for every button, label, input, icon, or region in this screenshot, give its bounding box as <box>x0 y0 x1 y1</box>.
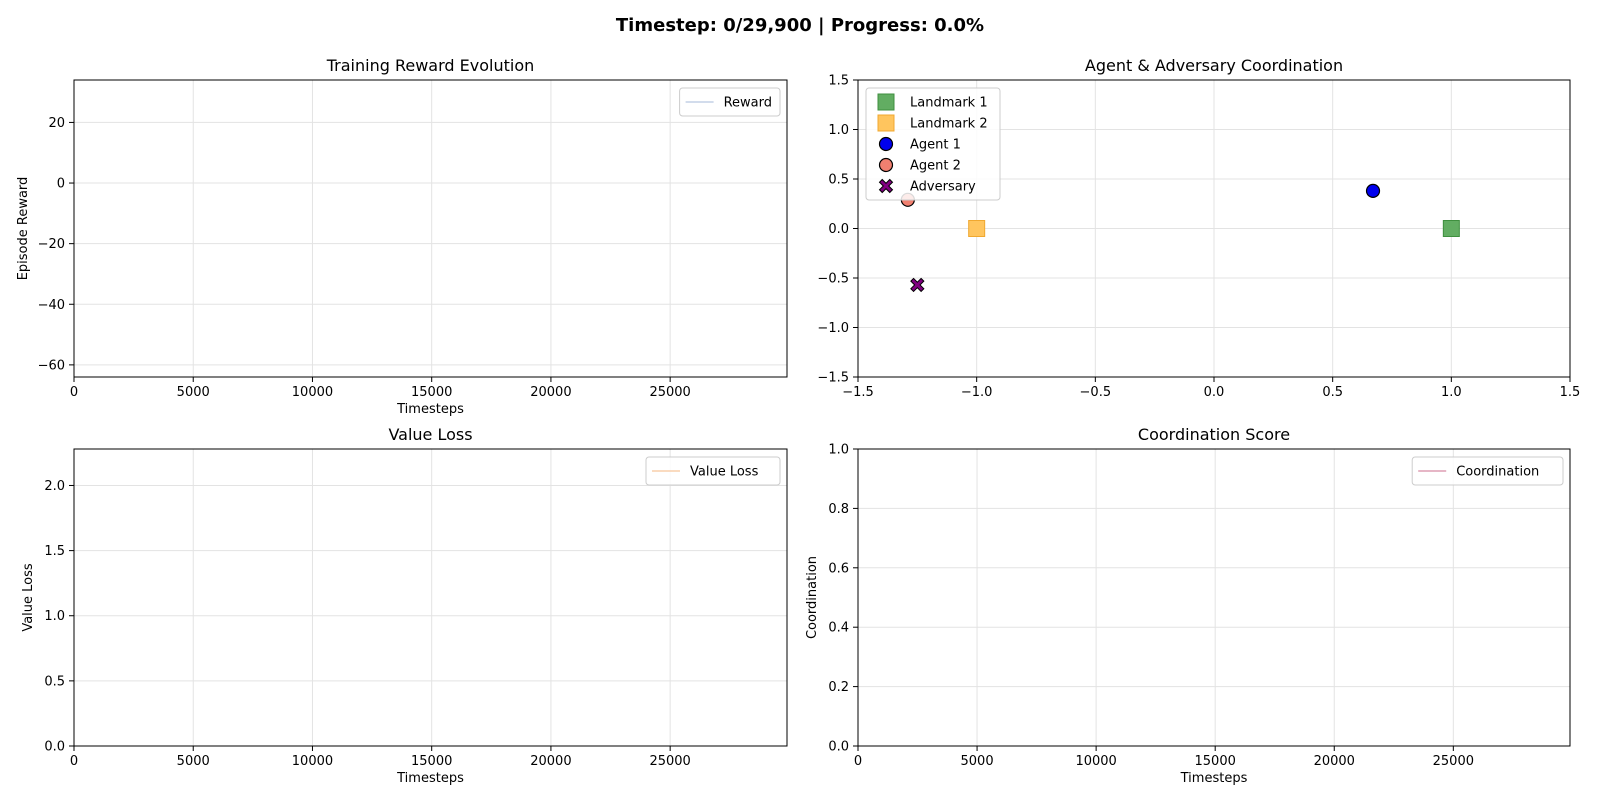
scatter-point-landmark <box>968 220 986 237</box>
y-tick-label: 1.5 <box>828 74 849 89</box>
x-tick-label: 15000 <box>411 385 452 400</box>
figure-suptitle: Timestep: 0/29,900 | Progress: 0.0% <box>616 15 984 36</box>
x-tick-label: −0.5 <box>1080 385 1112 400</box>
chart-panel-2: −1.5 −1.0 −0.5 0.0 0.5 1.0 1.5 1.5 1.0 0.5 0.0 −0.5… <box>817 56 1580 400</box>
legend-circle-swatch <box>878 136 894 152</box>
y-tick-label: −60 <box>38 358 65 373</box>
legend-frame <box>865 87 1001 201</box>
x-tick-label: 5000 <box>177 385 210 400</box>
x-tick-label: 1.5 <box>1560 385 1581 400</box>
legend-label: Landmark 1 <box>910 96 988 111</box>
legend-frame <box>679 87 781 117</box>
y-tick-label: 0.0 <box>44 740 65 755</box>
x-tick-label: 10000 <box>292 754 333 769</box>
y-tick-label: −20 <box>38 237 65 252</box>
scatter-point-landmark <box>1442 220 1460 237</box>
axes-frame <box>73 448 788 747</box>
legend-label: Value Loss <box>690 465 759 480</box>
x-tick-label: 0 <box>854 754 862 769</box>
x-axis-label: Timesteps <box>396 402 464 417</box>
x-tick-label: 0 <box>70 385 78 400</box>
legend-frame <box>1411 456 1564 486</box>
x-tick-label: 1.0 <box>1441 385 1462 400</box>
legend-square-swatch <box>877 114 895 132</box>
y-tick-label: 1.0 <box>828 443 849 458</box>
y-tick-label: −40 <box>38 298 65 313</box>
legend-square-swatch <box>877 93 895 111</box>
x-axis-label: Timesteps <box>396 771 464 786</box>
x-tick-label: 20000 <box>1314 754 1355 769</box>
legend: Reward <box>679 87 781 117</box>
axes-frame <box>857 79 1571 378</box>
y-tick-label: 0.0 <box>828 222 849 237</box>
x-tick-label: 15000 <box>411 754 452 769</box>
chart-panel-3: 0 5000 10000 15000 20000 25000 2.0 1.5 1.0 0.5 0.0… <box>21 425 788 786</box>
legend-label: Coordination <box>1456 465 1539 480</box>
x-tick-label: 5000 <box>961 754 994 769</box>
y-tick-label: 0.2 <box>828 680 849 695</box>
chart-panel-4: 0 5000 10000 15000 20000 25000 1.0 0.8 0.6 0.4 0.2… <box>805 425 1571 786</box>
y-tick-label: 0.8 <box>828 502 849 517</box>
y-tick-label: 2.0 <box>44 479 65 494</box>
x-tick-label: 25000 <box>1433 754 1474 769</box>
legend-label: Agent 2 <box>910 159 961 174</box>
y-tick-label: 20 <box>48 116 65 131</box>
x-tick-label: −1.5 <box>842 385 874 400</box>
x-tick-label: 10000 <box>292 385 333 400</box>
y-tick-label: 0 <box>57 177 65 192</box>
legend-label: Reward <box>724 96 772 111</box>
axes-frame <box>857 448 1571 747</box>
legend: Coordination <box>1411 456 1564 486</box>
legend: Landmark 1 Landmark 2 Agent 1 Agent 2 Advers… <box>865 87 1001 201</box>
y-tick-label: 1.5 <box>44 544 65 559</box>
y-tick-label: 1.0 <box>44 609 65 624</box>
y-tick-label: 0.6 <box>828 561 849 576</box>
x-tick-label: 10000 <box>1075 754 1116 769</box>
chart-title: Value Loss <box>388 425 472 444</box>
legend-x-swatch <box>878 178 894 194</box>
x-tick-label: −1.0 <box>961 385 993 400</box>
y-tick-label: −0.5 <box>817 272 849 287</box>
y-tick-label: −1.5 <box>817 371 849 386</box>
y-axis-label: Coordination <box>805 556 820 639</box>
legend-circle-swatch <box>878 157 894 173</box>
chart-title: Coordination Score <box>1138 425 1290 444</box>
axes-frame <box>73 79 788 378</box>
x-tick-label: 5000 <box>177 754 210 769</box>
y-tick-label: 1.0 <box>828 123 849 138</box>
x-axis-label: Timesteps <box>1180 771 1248 786</box>
x-tick-label: 20000 <box>530 385 571 400</box>
scatter-point-agent <box>1365 183 1381 198</box>
chart-title: Agent & Adversary Coordination <box>1085 56 1343 75</box>
x-tick-label: 0.5 <box>1322 385 1343 400</box>
legend-label: Landmark 2 <box>910 117 988 132</box>
x-tick-label: 20000 <box>530 754 571 769</box>
x-tick-label: 0 <box>70 754 78 769</box>
y-tick-label: 0.5 <box>44 674 65 689</box>
y-axis-label: Episode Reward <box>16 177 31 281</box>
legend-label: Adversary <box>910 180 976 195</box>
y-tick-label: 0.4 <box>828 621 849 636</box>
scatter-point-adversary <box>910 277 925 293</box>
y-axis-label: Value Loss <box>21 563 36 632</box>
x-tick-label: 15000 <box>1195 754 1236 769</box>
legend: Value Loss <box>645 456 781 486</box>
x-tick-label: 0.0 <box>1204 385 1225 400</box>
y-tick-label: 0.5 <box>828 173 849 188</box>
legend-frame <box>645 456 781 486</box>
y-tick-label: 0.0 <box>828 740 849 755</box>
x-tick-label: 25000 <box>649 754 690 769</box>
chart-panel-1: 0 5000 10000 15000 20000 25000 20 0 −20 −40 −60 Tra… <box>16 56 788 417</box>
legend-label: Agent 1 <box>910 138 961 153</box>
chart-title: Training Reward Evolution <box>326 56 535 75</box>
y-tick-label: −1.0 <box>817 321 849 336</box>
x-tick-label: 25000 <box>649 385 690 400</box>
